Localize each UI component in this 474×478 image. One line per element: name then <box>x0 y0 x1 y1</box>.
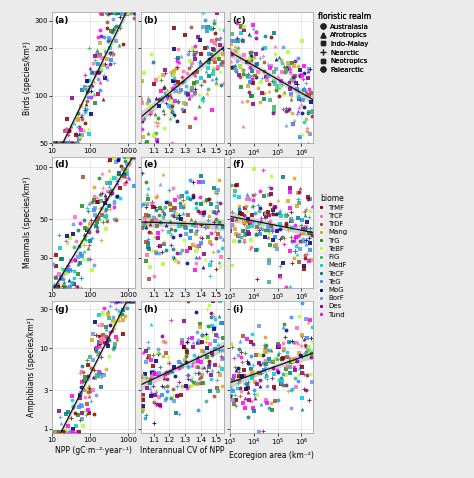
Text: (a): (a) <box>55 16 69 25</box>
Text: (c): (c) <box>232 16 246 25</box>
Text: (b): (b) <box>144 16 158 25</box>
Legend: Australasia, Afrotropics, Indo-Malay, Nearctic, Neotropics, Palearctic: Australasia, Afrotropics, Indo-Malay, Ne… <box>318 12 371 73</box>
Text: (f): (f) <box>232 161 245 170</box>
Text: (e): (e) <box>144 161 158 170</box>
Text: (d): (d) <box>55 161 69 170</box>
Legend: TrMF, TrCF, TrDF, Mang, TrG, TeBF, FlG, MedF, TeCF, TeG, MoG, BorF, Des, Tund: TrMF, TrCF, TrDF, Mang, TrG, TeBF, FlG, … <box>318 194 347 318</box>
Y-axis label: Mammals (species/km²): Mammals (species/km²) <box>23 176 32 268</box>
Text: (h): (h) <box>144 305 158 314</box>
X-axis label: NPP (gC·m⁻²·year⁻¹): NPP (gC·m⁻²·year⁻¹) <box>55 445 132 455</box>
X-axis label: Interannual CV of NPP: Interannual CV of NPP <box>140 445 225 455</box>
X-axis label: Ecoregion area (km⁻²): Ecoregion area (km⁻²) <box>229 451 314 460</box>
Text: (g): (g) <box>55 305 69 314</box>
Y-axis label: Amphibians (species/km²): Amphibians (species/km²) <box>27 317 36 417</box>
Text: (i): (i) <box>232 305 244 314</box>
Y-axis label: Birds (species/km²): Birds (species/km²) <box>23 41 32 115</box>
